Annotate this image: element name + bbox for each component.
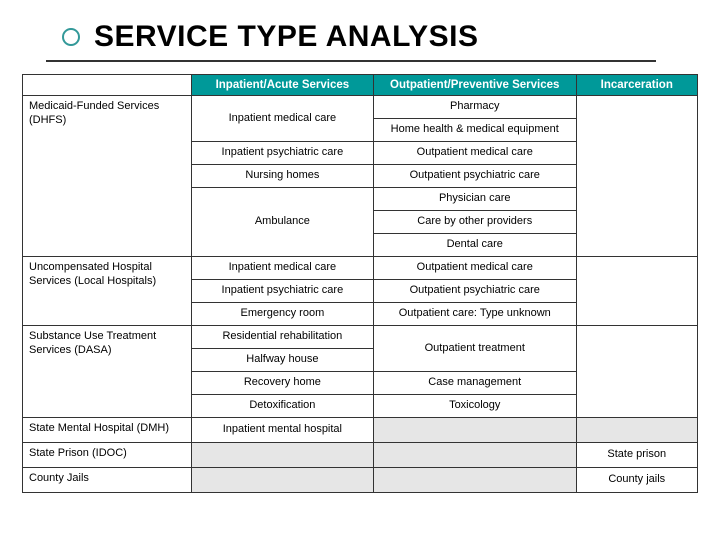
cell-outpatient: Physician care <box>374 188 577 211</box>
table-row: County Jails County jails <box>23 468 698 493</box>
cell-incarc: County jails <box>576 468 698 493</box>
header-inpatient: Inpatient/Acute Services <box>191 75 373 96</box>
cell-outpatient: Toxicology <box>374 395 577 418</box>
cell-incarc <box>576 257 698 326</box>
group-label-jails: County Jails <box>23 468 192 493</box>
cell-outpatient <box>374 418 577 443</box>
cell-inpatient: Recovery home <box>191 372 373 395</box>
cell-inpatient: Halfway house <box>191 349 373 372</box>
cell-outpatient: Outpatient care: Type unknown <box>374 303 577 326</box>
header-incarceration: Incarceration <box>576 75 698 96</box>
table-row: State Prison (IDOC) State prison <box>23 443 698 468</box>
cell-inpatient: Nursing homes <box>191 165 373 188</box>
cell-outpatient: Care by other providers <box>374 211 577 234</box>
title-row: SERVICE TYPE ANALYSIS <box>22 20 698 54</box>
cell-inpatient: Emergency room <box>191 303 373 326</box>
table-header-row: Inpatient/Acute Services Outpatient/Prev… <box>23 75 698 96</box>
table-row: Substance Use Treatment Services (DASA) … <box>23 326 698 349</box>
cell-outpatient: Pharmacy <box>374 96 577 119</box>
cell-inpatient: Inpatient mental hospital <box>191 418 373 443</box>
header-outpatient: Outpatient/Preventive Services <box>374 75 577 96</box>
table-row: Medicaid-Funded Services (DHFS) Inpatien… <box>23 96 698 119</box>
group-label-uncomp: Uncompensated Hospital Services (Local H… <box>23 257 192 326</box>
cell-inpatient: Inpatient psychiatric care <box>191 142 373 165</box>
cell-inpatient: Inpatient psychiatric care <box>191 280 373 303</box>
cell-inpatient: Residential rehabilitation <box>191 326 373 349</box>
cell-incarc: State prison <box>576 443 698 468</box>
cell-inpatient: Inpatient medical care <box>191 96 373 142</box>
header-blank <box>23 75 192 96</box>
cell-outpatient: Dental care <box>374 234 577 257</box>
cell-outpatient: Outpatient medical care <box>374 257 577 280</box>
cell-outpatient: Outpatient treatment <box>374 326 577 372</box>
group-label-dasa: Substance Use Treatment Services (DASA) <box>23 326 192 418</box>
cell-inpatient <box>191 468 373 493</box>
cell-inpatient: Inpatient medical care <box>191 257 373 280</box>
cell-inpatient: Detoxification <box>191 395 373 418</box>
cell-inpatient: Ambulance <box>191 188 373 257</box>
title-underline <box>46 60 656 62</box>
bullet-icon <box>62 28 80 46</box>
page-title: SERVICE TYPE ANALYSIS <box>94 20 479 54</box>
cell-outpatient: Outpatient psychiatric care <box>374 165 577 188</box>
cell-outpatient <box>374 468 577 493</box>
cell-outpatient: Outpatient medical care <box>374 142 577 165</box>
cell-incarc <box>576 326 698 418</box>
cell-outpatient <box>374 443 577 468</box>
group-label-dmh: State Mental Hospital (DMH) <box>23 418 192 443</box>
slide: SERVICE TYPE ANALYSIS Inpatient/Acute Se… <box>0 0 720 540</box>
group-label-idoc: State Prison (IDOC) <box>23 443 192 468</box>
cell-inpatient <box>191 443 373 468</box>
service-table: Inpatient/Acute Services Outpatient/Prev… <box>22 74 698 493</box>
cell-outpatient: Home health & medical equipment <box>374 119 577 142</box>
table-row: State Mental Hospital (DMH) Inpatient me… <box>23 418 698 443</box>
group-label-medicaid: Medicaid-Funded Services (DHFS) <box>23 96 192 257</box>
table-row: Uncompensated Hospital Services (Local H… <box>23 257 698 280</box>
cell-incarc <box>576 96 698 257</box>
cell-incarc <box>576 418 698 443</box>
cell-outpatient: Case management <box>374 372 577 395</box>
cell-outpatient: Outpatient psychiatric care <box>374 280 577 303</box>
